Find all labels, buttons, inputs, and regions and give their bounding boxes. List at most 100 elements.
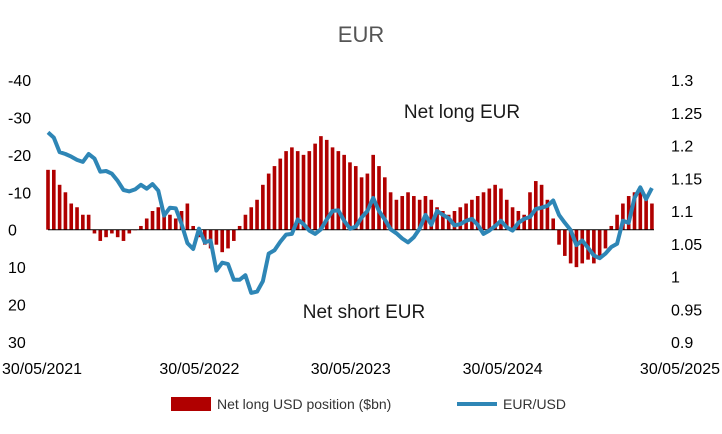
chart-title: EUR	[338, 22, 384, 47]
legend-swatch-bars	[171, 397, 211, 411]
bar	[603, 229, 608, 249]
bar	[400, 196, 405, 230]
line-layer	[46, 130, 654, 295]
left-axis-tick-label: 30	[8, 335, 26, 352]
bar	[156, 207, 161, 230]
legend-label-bars: Net long USD position ($bn)	[217, 396, 391, 412]
bar	[406, 192, 410, 230]
bar	[237, 225, 242, 230]
bar	[650, 203, 654, 230]
bar	[615, 214, 619, 230]
bar	[92, 229, 97, 234]
right-axis-tick-label: 1.3	[671, 73, 693, 90]
bar	[110, 229, 114, 234]
bar	[202, 229, 207, 245]
left-axis-tick-label: 10	[8, 260, 26, 277]
bar	[644, 196, 648, 230]
bar	[75, 207, 79, 230]
bar	[516, 211, 521, 230]
bar	[470, 199, 474, 230]
bar	[232, 229, 236, 241]
bar	[475, 196, 480, 230]
bar	[464, 203, 468, 230]
bar	[348, 162, 352, 230]
right-axis-tick-label: 1.2	[671, 139, 693, 156]
bar	[412, 196, 416, 230]
bar	[371, 154, 375, 230]
eurusd-line	[46, 130, 654, 295]
bar	[261, 184, 265, 230]
bar	[446, 214, 451, 230]
bar	[249, 207, 254, 230]
bar	[499, 188, 503, 230]
legend: Net long USD position ($bn) EUR/USD	[171, 396, 566, 412]
bar	[139, 225, 143, 230]
bar	[638, 188, 643, 230]
left-axis-tick-label: -30	[8, 110, 31, 127]
bar	[272, 166, 277, 230]
bar	[365, 173, 370, 230]
right-axis-tick-label: 0.9	[671, 335, 693, 352]
bar	[632, 192, 637, 230]
bar	[255, 199, 259, 230]
bar	[359, 177, 364, 230]
bar	[429, 199, 434, 230]
annotation-net-long: Net long EUR	[404, 102, 520, 123]
right-axis-tick-label: 1.25	[671, 106, 702, 123]
bar	[487, 188, 492, 230]
bar	[290, 147, 294, 230]
bar	[226, 229, 230, 249]
bar	[278, 158, 283, 230]
bar	[510, 207, 515, 230]
bar	[185, 203, 190, 230]
x-axis-tick-label: 30/05/2021	[2, 361, 82, 378]
bar	[220, 229, 225, 253]
bar	[191, 225, 195, 230]
bar	[568, 229, 573, 264]
bar	[144, 218, 149, 230]
right-axis-tick-label: 1.15	[671, 171, 702, 188]
bars-layer	[46, 136, 654, 268]
bar	[394, 199, 399, 230]
bar	[533, 181, 538, 230]
bar	[162, 211, 166, 230]
bar	[626, 196, 631, 230]
bar	[243, 214, 248, 230]
bar	[388, 192, 393, 230]
bar	[528, 192, 532, 230]
bar	[580, 229, 585, 264]
bar	[301, 154, 306, 230]
bar	[284, 151, 288, 230]
bar	[377, 166, 381, 230]
bar	[121, 229, 126, 241]
right-axis-tick-label: 1.1	[671, 204, 693, 221]
bar	[481, 192, 486, 230]
left-axis-tick-label: 0	[8, 223, 17, 240]
legend-label-line: EUR/USD	[503, 396, 566, 412]
bar	[295, 151, 300, 230]
bar	[336, 151, 341, 230]
x-axis-tick-label: 30/05/2023	[311, 361, 391, 378]
bar	[458, 207, 463, 230]
bar	[307, 151, 312, 230]
bar	[382, 177, 387, 230]
bar	[313, 143, 317, 230]
bar	[324, 139, 329, 230]
bar	[417, 199, 422, 230]
bar	[504, 199, 509, 230]
left-axis-tick-label: -20	[8, 148, 31, 165]
bar	[493, 184, 497, 230]
bar	[435, 207, 439, 230]
bar	[214, 229, 219, 245]
bar	[319, 136, 323, 230]
bar	[342, 154, 346, 230]
bar	[150, 211, 155, 230]
bar	[423, 196, 428, 230]
bar	[621, 203, 625, 230]
bar	[609, 225, 614, 230]
bar	[69, 203, 74, 230]
bar	[574, 229, 579, 268]
bar	[557, 229, 561, 245]
